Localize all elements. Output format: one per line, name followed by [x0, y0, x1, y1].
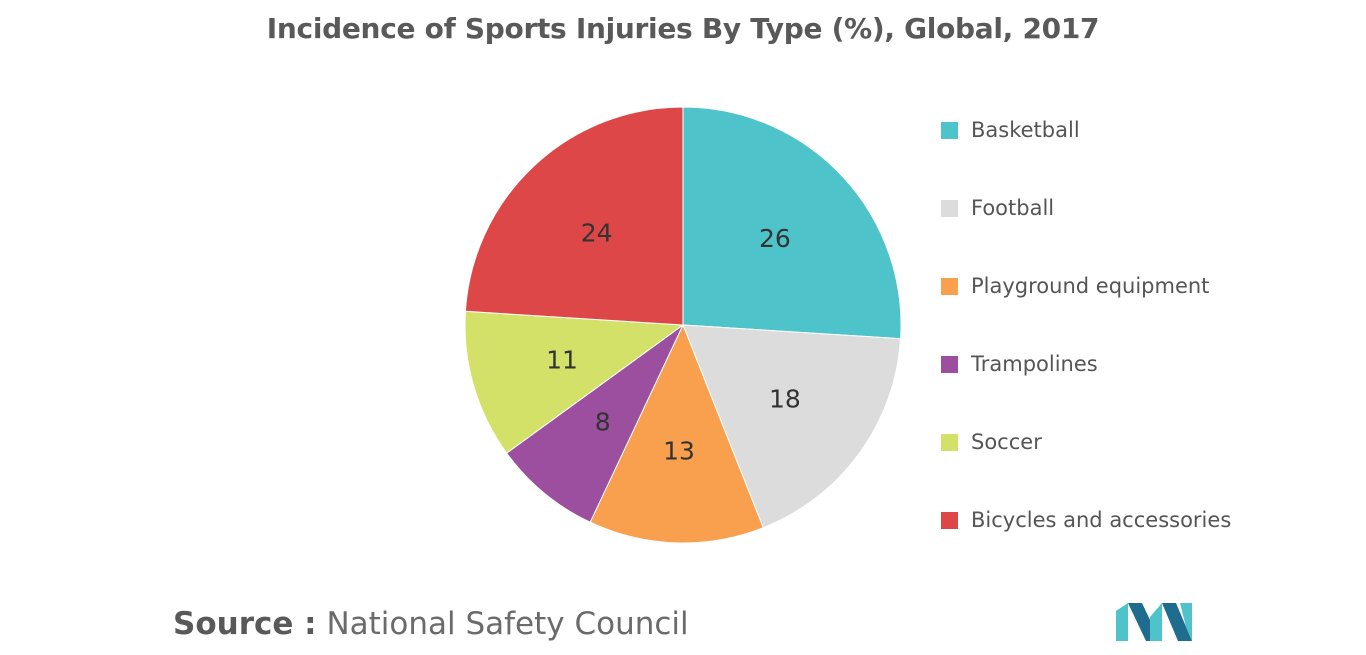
pie-slice-soccer — [464, 310, 685, 454]
pie-slice-bicycles-and-accessories — [464, 106, 684, 326]
legend-swatch-football — [941, 200, 958, 217]
source-prefix: Source : — [173, 606, 317, 642]
legend-item-football: Football — [941, 192, 1231, 270]
pie-slice-trampolines — [505, 324, 684, 523]
logo-middle-stroke — [1150, 603, 1162, 641]
slice-label-trampolines: 8 — [595, 408, 611, 437]
slice-label-bicycles-and-accessories: 24 — [581, 219, 613, 248]
pie-slice-football — [682, 324, 902, 529]
slice-label-playground-equipment: 13 — [663, 436, 695, 465]
legend-label-playground-equipment: Playground equipment — [971, 274, 1210, 298]
legend-swatch-basketball — [941, 122, 958, 139]
legend-swatch-playground-equipment — [941, 278, 958, 295]
legend-swatch-soccer — [941, 434, 958, 451]
mordor-intelligence-logo-icon — [1116, 603, 1192, 641]
pie-slice-playground-equipment — [589, 323, 764, 544]
source-text: National Safety Council — [326, 606, 689, 642]
legend-swatch-bicycles-and-accessories — [941, 512, 958, 529]
pie-slices — [464, 106, 902, 544]
legend-item-trampolines: Trampolines — [941, 348, 1231, 426]
logo-left-stroke — [1116, 603, 1128, 641]
slice-label-soccer: 11 — [546, 346, 578, 375]
slice-label-football: 18 — [769, 385, 801, 414]
chart-title: Incidence of Sports Injuries By Type (%)… — [266, 12, 1100, 45]
legend-label-bicycles-and-accessories: Bicycles and accessories — [971, 508, 1232, 532]
slice-label-basketball: 26 — [759, 224, 791, 253]
legend-item-basketball: Basketball — [941, 114, 1231, 192]
pie-slice-basketball — [682, 106, 902, 340]
legend: Basketball Football Playground equipment… — [941, 114, 1231, 582]
logo-right-diagonal — [1162, 603, 1192, 641]
legend-label-trampolines: Trampolines — [971, 352, 1098, 376]
source-note: Source : National Safety Council — [173, 606, 689, 642]
pie-slice-labels: 26 18 13 8 11 24 — [546, 219, 801, 466]
legend-item-soccer: Soccer — [941, 426, 1231, 504]
logo-right-stroke — [1180, 603, 1192, 641]
legend-swatch-trampolines — [941, 356, 958, 373]
legend-label-football: Football — [971, 196, 1055, 220]
legend-label-soccer: Soccer — [971, 430, 1042, 454]
legend-label-basketball: Basketball — [971, 118, 1080, 142]
legend-item-bicycles-and-accessories: Bicycles and accessories — [941, 504, 1231, 582]
legend-item-playground-equipment: Playground equipment — [941, 270, 1231, 348]
